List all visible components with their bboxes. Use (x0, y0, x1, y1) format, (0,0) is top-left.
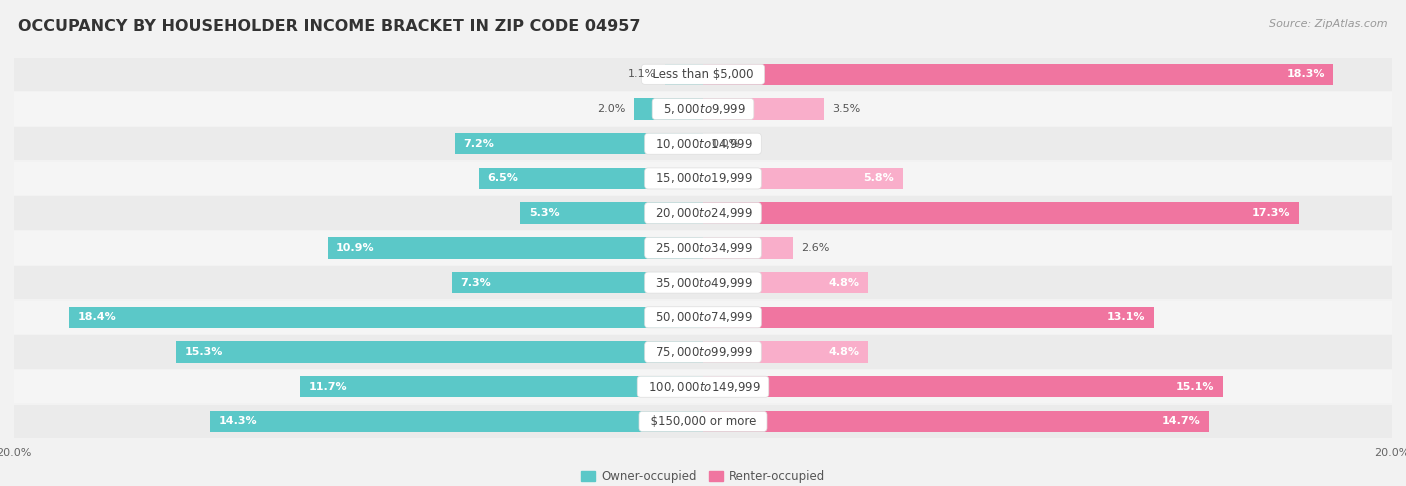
Text: $25,000 to $34,999: $25,000 to $34,999 (648, 241, 758, 255)
Bar (211, 411, 703, 432)
Text: 3.5%: 3.5% (832, 104, 860, 114)
Text: $75,000 to $99,999: $75,000 to $99,999 (648, 345, 758, 359)
FancyBboxPatch shape (14, 58, 1392, 91)
Text: 15.3%: 15.3% (184, 347, 224, 357)
Text: $50,000 to $74,999: $50,000 to $74,999 (648, 310, 758, 324)
Text: 1.1%: 1.1% (628, 69, 657, 79)
Bar (703, 98, 824, 120)
Text: 4.8%: 4.8% (828, 278, 859, 288)
Text: $35,000 to $49,999: $35,000 to $49,999 (648, 276, 758, 290)
FancyBboxPatch shape (14, 266, 1392, 299)
FancyBboxPatch shape (14, 127, 1392, 160)
FancyBboxPatch shape (14, 301, 1392, 334)
Bar (703, 272, 869, 294)
Bar (703, 341, 869, 363)
Text: 14.7%: 14.7% (1161, 417, 1201, 426)
Bar (703, 411, 1209, 432)
Text: $10,000 to $14,999: $10,000 to $14,999 (648, 137, 758, 151)
Text: $150,000 or more: $150,000 or more (643, 415, 763, 428)
Text: 2.6%: 2.6% (801, 243, 830, 253)
Bar (703, 64, 1333, 85)
FancyBboxPatch shape (14, 162, 1392, 195)
Text: OCCUPANCY BY HOUSEHOLDER INCOME BRACKET IN ZIP CODE 04957: OCCUPANCY BY HOUSEHOLDER INCOME BRACKET … (18, 19, 641, 35)
Text: 5.8%: 5.8% (863, 174, 894, 183)
FancyBboxPatch shape (14, 405, 1392, 438)
Bar (69, 307, 703, 328)
FancyBboxPatch shape (14, 335, 1392, 369)
Bar (520, 202, 703, 224)
Bar (456, 133, 703, 155)
FancyBboxPatch shape (14, 196, 1392, 230)
Text: 2.0%: 2.0% (598, 104, 626, 114)
Text: $15,000 to $19,999: $15,000 to $19,999 (648, 172, 758, 186)
Text: 17.3%: 17.3% (1251, 208, 1291, 218)
Text: 18.3%: 18.3% (1286, 69, 1324, 79)
Bar (299, 376, 703, 398)
Bar (703, 376, 1223, 398)
Text: 18.4%: 18.4% (77, 312, 117, 322)
Text: 10.9%: 10.9% (336, 243, 375, 253)
Legend: Owner-occupied, Renter-occupied: Owner-occupied, Renter-occupied (581, 470, 825, 483)
Bar (328, 237, 703, 259)
FancyBboxPatch shape (14, 92, 1392, 126)
Bar (703, 168, 903, 189)
Text: 6.5%: 6.5% (488, 174, 519, 183)
Text: Source: ZipAtlas.com: Source: ZipAtlas.com (1270, 19, 1388, 30)
Text: 14.3%: 14.3% (219, 417, 257, 426)
Text: 4.8%: 4.8% (828, 347, 859, 357)
Text: 7.3%: 7.3% (460, 278, 491, 288)
Text: $5,000 to $9,999: $5,000 to $9,999 (655, 102, 751, 116)
Text: $100,000 to $149,999: $100,000 to $149,999 (641, 380, 765, 394)
Bar (634, 98, 703, 120)
Text: Less than $5,000: Less than $5,000 (645, 68, 761, 81)
Bar (451, 272, 703, 294)
FancyBboxPatch shape (14, 231, 1392, 264)
Bar (665, 64, 703, 85)
Text: 7.2%: 7.2% (464, 139, 495, 149)
Text: 5.3%: 5.3% (529, 208, 560, 218)
Text: 13.1%: 13.1% (1107, 312, 1146, 322)
Bar (703, 202, 1299, 224)
Text: $20,000 to $24,999: $20,000 to $24,999 (648, 206, 758, 220)
Bar (703, 307, 1154, 328)
Text: 0.0%: 0.0% (711, 139, 740, 149)
Bar (479, 168, 703, 189)
Bar (703, 237, 793, 259)
Text: 15.1%: 15.1% (1175, 382, 1215, 392)
FancyBboxPatch shape (14, 370, 1392, 403)
Text: 11.7%: 11.7% (308, 382, 347, 392)
Bar (176, 341, 703, 363)
